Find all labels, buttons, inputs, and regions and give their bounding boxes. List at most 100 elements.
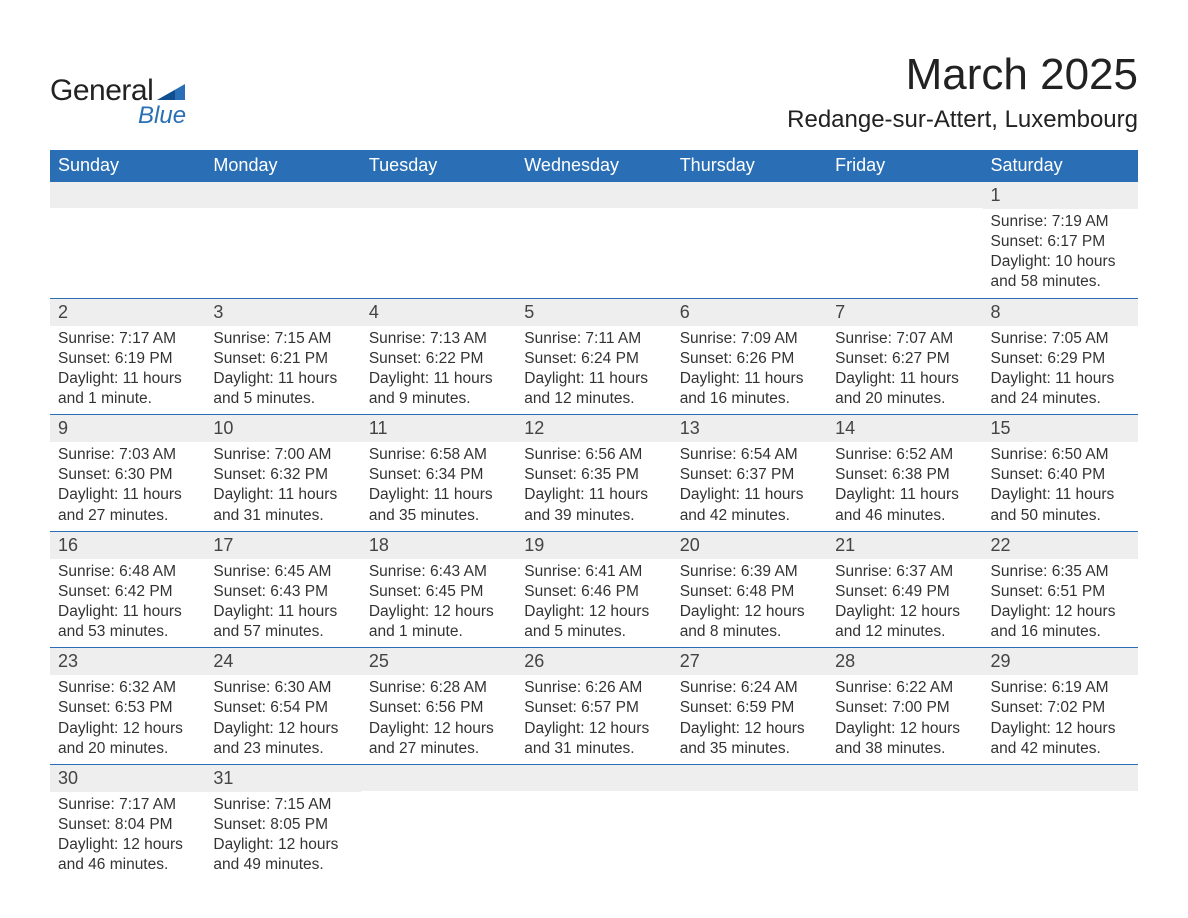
day-text-line: and 12 minutes. bbox=[524, 389, 663, 409]
day-number: 2 bbox=[50, 299, 205, 326]
day-text-line: Sunset: 6:48 PM bbox=[680, 582, 819, 602]
day-text: Sunrise: 7:17 AMSunset: 8:04 PMDaylight:… bbox=[50, 792, 205, 881]
day-text: Sunrise: 7:11 AMSunset: 6:24 PMDaylight:… bbox=[516, 326, 671, 415]
day-text-line: Sunset: 6:45 PM bbox=[369, 582, 508, 602]
day-text-line: Sunrise: 6:58 AM bbox=[369, 445, 508, 465]
day-text-line: Sunrise: 6:37 AM bbox=[835, 562, 974, 582]
day-text bbox=[827, 791, 982, 871]
day-text: Sunrise: 6:26 AMSunset: 6:57 PMDaylight:… bbox=[516, 675, 671, 764]
calendar-cell: 17Sunrise: 6:45 AMSunset: 6:43 PMDayligh… bbox=[205, 531, 360, 648]
calendar-cell: 29Sunrise: 6:19 AMSunset: 7:02 PMDayligh… bbox=[983, 648, 1138, 765]
day-text-line: Daylight: 11 hours bbox=[369, 485, 508, 505]
calendar-cell: 4Sunrise: 7:13 AMSunset: 6:22 PMDaylight… bbox=[361, 298, 516, 415]
day-text-line: Sunrise: 7:03 AM bbox=[58, 445, 197, 465]
calendar-week-row: 1Sunrise: 7:19 AMSunset: 6:17 PMDaylight… bbox=[50, 182, 1138, 299]
day-text: Sunrise: 6:58 AMSunset: 6:34 PMDaylight:… bbox=[361, 442, 516, 531]
day-text-line: Daylight: 11 hours bbox=[213, 485, 352, 505]
calendar-cell: 26Sunrise: 6:26 AMSunset: 6:57 PMDayligh… bbox=[516, 648, 671, 765]
day-number bbox=[361, 182, 516, 208]
day-text: Sunrise: 6:48 AMSunset: 6:42 PMDaylight:… bbox=[50, 559, 205, 648]
calendar-cell: 5Sunrise: 7:11 AMSunset: 6:24 PMDaylight… bbox=[516, 298, 671, 415]
day-text-line: Sunrise: 7:11 AM bbox=[524, 329, 663, 349]
calendar-cell bbox=[205, 182, 360, 299]
day-text-line: Sunrise: 7:07 AM bbox=[835, 329, 974, 349]
day-text-line: Sunset: 6:22 PM bbox=[369, 349, 508, 369]
day-text bbox=[361, 208, 516, 288]
day-number: 9 bbox=[50, 415, 205, 442]
day-text: Sunrise: 6:22 AMSunset: 7:00 PMDaylight:… bbox=[827, 675, 982, 764]
day-header-sun: Sunday bbox=[50, 150, 205, 182]
day-text-line: Sunrise: 6:22 AM bbox=[835, 678, 974, 698]
calendar-cell: 19Sunrise: 6:41 AMSunset: 6:46 PMDayligh… bbox=[516, 531, 671, 648]
calendar-cell: 7 Sunrise: 7:07 AMSunset: 6:27 PMDaylight… bbox=[827, 298, 982, 415]
day-text-line: Sunset: 6:46 PM bbox=[524, 582, 663, 602]
day-number: 28 bbox=[827, 648, 982, 675]
day-number: 7 bbox=[827, 299, 982, 326]
day-text-line: Sunset: 6:27 PM bbox=[835, 349, 974, 369]
calendar-header-row: Sunday Monday Tuesday Wednesday Thursday… bbox=[50, 150, 1138, 182]
day-text-line: Daylight: 11 hours bbox=[58, 369, 197, 389]
day-text-line: and 20 minutes. bbox=[835, 389, 974, 409]
day-text-line: Sunrise: 7:17 AM bbox=[58, 795, 197, 815]
location-text: Redange-sur-Attert, Luxembourg bbox=[787, 106, 1138, 134]
day-text-line: Sunset: 6:32 PM bbox=[213, 465, 352, 485]
day-text-line: Daylight: 11 hours bbox=[58, 485, 197, 505]
calendar-cell: 15Sunrise: 6:50 AMSunset: 6:40 PMDayligh… bbox=[983, 415, 1138, 532]
day-text-line: Sunset: 6:34 PM bbox=[369, 465, 508, 485]
day-text-line: and 31 minutes. bbox=[213, 506, 352, 526]
day-number: 11 bbox=[361, 415, 516, 442]
day-text-line: Sunrise: 6:54 AM bbox=[680, 445, 819, 465]
day-text-line: Sunrise: 7:09 AM bbox=[680, 329, 819, 349]
day-text-line: and 12 minutes. bbox=[835, 622, 974, 642]
day-header-fri: Friday bbox=[827, 150, 982, 182]
day-text-line: Daylight: 11 hours bbox=[835, 369, 974, 389]
day-text-line: and 31 minutes. bbox=[524, 739, 663, 759]
day-text-line: Daylight: 11 hours bbox=[680, 369, 819, 389]
day-text: Sunrise: 6:50 AMSunset: 6:40 PMDaylight:… bbox=[983, 442, 1138, 531]
day-text-line: Sunset: 8:04 PM bbox=[58, 815, 197, 835]
day-text-line: Sunset: 6:29 PM bbox=[991, 349, 1130, 369]
day-number bbox=[827, 765, 982, 791]
day-text-line: Sunrise: 7:13 AM bbox=[369, 329, 508, 349]
day-number: 16 bbox=[50, 532, 205, 559]
day-text-line: Daylight: 11 hours bbox=[524, 369, 663, 389]
day-text: Sunrise: 6:39 AMSunset: 6:48 PMDaylight:… bbox=[672, 559, 827, 648]
calendar-cell bbox=[672, 182, 827, 299]
day-number: 31 bbox=[205, 765, 360, 792]
calendar-week-row: 30Sunrise: 7:17 AMSunset: 8:04 PMDayligh… bbox=[50, 764, 1138, 880]
calendar-cell: 31Sunrise: 7:15 AMSunset: 8:05 PMDayligh… bbox=[205, 764, 360, 880]
day-text-line: Sunset: 6:21 PM bbox=[213, 349, 352, 369]
day-number: 15 bbox=[983, 415, 1138, 442]
day-number bbox=[827, 182, 982, 208]
day-number: 22 bbox=[983, 532, 1138, 559]
day-text-line: Daylight: 12 hours bbox=[680, 719, 819, 739]
day-text-line: Sunrise: 7:00 AM bbox=[213, 445, 352, 465]
day-text-line: Daylight: 12 hours bbox=[58, 835, 197, 855]
day-text-line: and 42 minutes. bbox=[991, 739, 1130, 759]
day-header-sat: Saturday bbox=[983, 150, 1138, 182]
day-text: Sunrise: 7:09 AMSunset: 6:26 PMDaylight:… bbox=[672, 326, 827, 415]
day-text-line: Sunrise: 6:35 AM bbox=[991, 562, 1130, 582]
day-text: Sunrise: 6:56 AMSunset: 6:35 PMDaylight:… bbox=[516, 442, 671, 531]
day-text-line: Sunrise: 6:19 AM bbox=[991, 678, 1130, 698]
day-text: Sunrise: 7:15 AMSunset: 6:21 PMDaylight:… bbox=[205, 326, 360, 415]
day-text: Sunrise: 6:32 AMSunset: 6:53 PMDaylight:… bbox=[50, 675, 205, 764]
calendar-cell bbox=[516, 182, 671, 299]
day-text-line: Sunset: 6:17 PM bbox=[991, 232, 1130, 252]
day-text-line: Sunrise: 6:41 AM bbox=[524, 562, 663, 582]
day-text: Sunrise: 7:17 AMSunset: 6:19 PMDaylight:… bbox=[50, 326, 205, 415]
day-text-line: Sunrise: 6:48 AM bbox=[58, 562, 197, 582]
day-text: Sunrise: 6:41 AMSunset: 6:46 PMDaylight:… bbox=[516, 559, 671, 648]
day-text-line: Daylight: 11 hours bbox=[58, 602, 197, 622]
day-number: 13 bbox=[672, 415, 827, 442]
day-text-line: Sunset: 6:42 PM bbox=[58, 582, 197, 602]
day-number: 4 bbox=[361, 299, 516, 326]
calendar-cell bbox=[50, 182, 205, 299]
day-text-line: Sunset: 6:37 PM bbox=[680, 465, 819, 485]
day-text-line: Sunrise: 6:24 AM bbox=[680, 678, 819, 698]
day-text-line: Sunrise: 7:15 AM bbox=[213, 795, 352, 815]
calendar-cell bbox=[516, 764, 671, 880]
calendar-cell bbox=[983, 764, 1138, 880]
day-text-line: Sunset: 6:57 PM bbox=[524, 698, 663, 718]
day-number bbox=[672, 765, 827, 791]
